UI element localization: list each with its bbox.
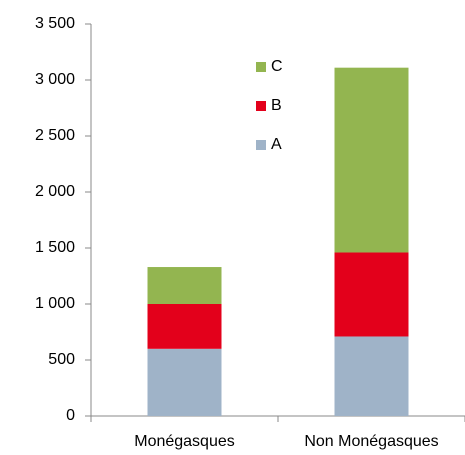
x-tick-label: Non Monégasques bbox=[304, 433, 438, 450]
bar-segment bbox=[147, 348, 222, 416]
x-tick-label: Monégasques bbox=[134, 433, 235, 450]
bar-segment bbox=[334, 252, 409, 337]
y-tick-label: 3 000 bbox=[35, 71, 75, 88]
legend-label: B bbox=[271, 97, 282, 114]
bar-segment bbox=[147, 267, 222, 304]
bar-segment bbox=[334, 67, 409, 253]
legend-swatch bbox=[256, 101, 266, 111]
bar-segment bbox=[334, 336, 409, 416]
bar-segment bbox=[147, 304, 222, 349]
y-tick-label: 0 bbox=[66, 407, 75, 424]
legend-label: C bbox=[271, 58, 283, 75]
y-tick-label: 1 000 bbox=[35, 295, 75, 312]
legend-label: A bbox=[271, 136, 282, 153]
y-tick-label: 1 500 bbox=[35, 239, 75, 256]
y-tick-label: 2 500 bbox=[35, 127, 75, 144]
legend-swatch bbox=[256, 140, 266, 150]
y-tick-label: 500 bbox=[48, 351, 75, 368]
y-tick-label: 3 500 bbox=[35, 15, 75, 32]
y-tick-label: 2 000 bbox=[35, 183, 75, 200]
legend-swatch bbox=[256, 62, 266, 72]
